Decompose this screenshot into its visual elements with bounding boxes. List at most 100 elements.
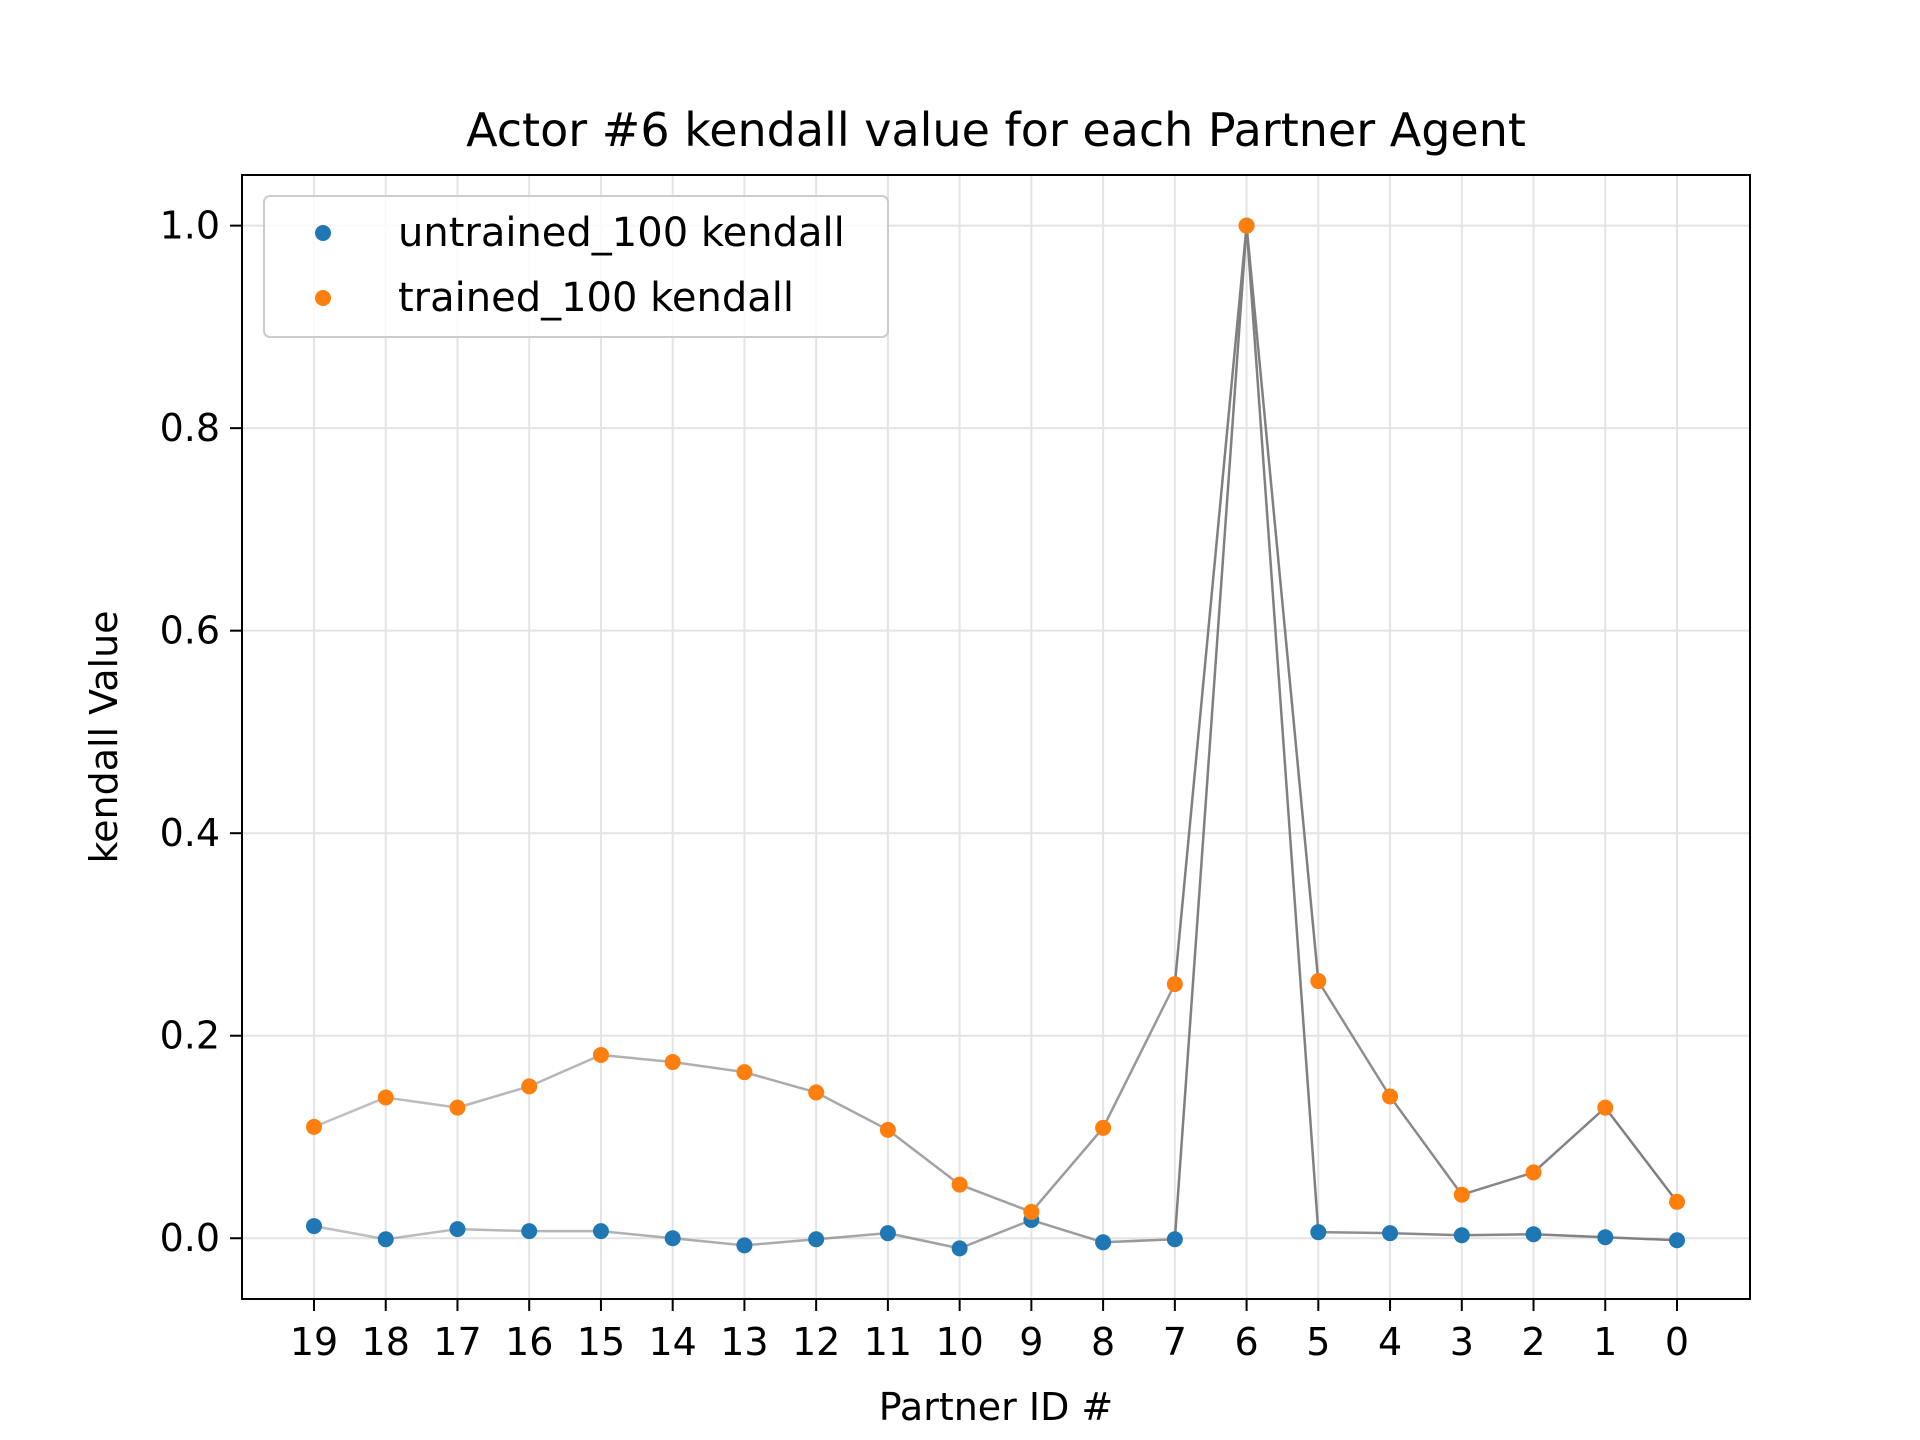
x-tick-label: 18	[362, 1320, 410, 1364]
data-point-untrained	[1597, 1229, 1614, 1246]
connector-segment	[1461, 1232, 1534, 1237]
connector-segment	[1604, 1106, 1678, 1203]
x-tick-label: 5	[1306, 1320, 1330, 1364]
data-point-trained	[1382, 1088, 1399, 1105]
data-point-untrained	[306, 1218, 322, 1235]
data-point-trained	[1238, 217, 1255, 234]
connector-segment	[385, 1227, 458, 1241]
x-tick-label: 0	[1665, 1320, 1689, 1364]
connector-segment	[1245, 225, 1320, 1233]
connector-segment	[457, 1085, 530, 1109]
connector-segment	[600, 1053, 673, 1064]
legend-label-untrained: untrained_100 kendall	[398, 210, 845, 256]
connector-segment	[1390, 1231, 1462, 1237]
x-axis-ticks: 19 18 17 16 15 14 13 12 11 10 9 8 7 6 5 4 3 2 1 0	[290, 1299, 1689, 1364]
data-point-trained	[1453, 1186, 1470, 1203]
data-point-untrained	[1525, 1226, 1542, 1243]
data-point-untrained	[951, 1240, 968, 1257]
x-tick-label: 16	[505, 1320, 553, 1364]
connector-segment	[959, 1183, 1032, 1214]
data-point-trained	[449, 1099, 466, 1116]
data-point-untrained	[736, 1237, 753, 1254]
x-tick-label: 12	[792, 1320, 840, 1364]
connector-segment	[1173, 225, 1248, 985]
data-point-untrained	[1310, 1224, 1327, 1241]
data-point-trained	[377, 1089, 394, 1106]
y-axis-ticks: 0.0 0.2 0.4 0.6 0.8 1.0	[160, 204, 242, 1260]
connector-segment	[672, 1060, 745, 1074]
x-tick-label: 17	[433, 1320, 481, 1364]
legend-marker-trained	[315, 290, 331, 306]
data-point-trained	[664, 1054, 681, 1071]
connector-segment	[528, 1053, 602, 1088]
connector-segment	[313, 1096, 387, 1129]
connector-segment	[816, 1231, 889, 1241]
x-tick-label: 7	[1163, 1320, 1187, 1364]
x-axis-label: Partner ID #	[879, 1385, 1114, 1429]
legend-box	[263, 195, 889, 338]
connector-segment	[1461, 1171, 1534, 1196]
data-point-trained	[1597, 1099, 1614, 1116]
grid-lines	[242, 175, 1750, 1299]
data-point-trained	[736, 1064, 753, 1081]
connector-segment	[815, 1091, 889, 1132]
y-tick-label: 1.0	[160, 204, 220, 248]
x-tick-label: 14	[649, 1320, 697, 1364]
y-tick-label: 0.6	[160, 609, 220, 653]
connector-segment	[672, 1236, 745, 1247]
data-point-trained	[1669, 1193, 1685, 1210]
connector-segment	[600, 1229, 673, 1240]
data-points	[306, 217, 1685, 1257]
connector-segment	[1532, 1106, 1607, 1174]
connector-segment	[1173, 225, 1248, 1240]
data-point-trained	[808, 1084, 825, 1101]
chart-title: Actor #6 kendall value for each Partner …	[466, 103, 1526, 157]
y-tick-label: 0.8	[160, 406, 220, 450]
y-tick-label: 0.2	[160, 1014, 220, 1058]
data-point-untrained	[1382, 1225, 1399, 1242]
x-tick-label: 10	[935, 1320, 983, 1364]
x-tick-label: 8	[1091, 1320, 1115, 1364]
data-point-trained	[306, 1118, 322, 1135]
connector-segment	[1317, 980, 1392, 1098]
x-tick-label: 4	[1378, 1320, 1402, 1364]
x-tick-label: 6	[1234, 1320, 1258, 1364]
data-point-trained	[951, 1176, 968, 1193]
connector-segment	[887, 1128, 961, 1186]
y-tick-label: 0.4	[160, 811, 220, 855]
data-point-trained	[521, 1078, 538, 1095]
data-point-untrained	[1095, 1234, 1112, 1251]
connector-segment	[1245, 225, 1320, 982]
data-point-untrained	[1669, 1232, 1685, 1249]
connector-segment	[744, 1238, 817, 1247]
connector-segment	[1389, 1095, 1463, 1196]
connector-segment	[887, 1231, 960, 1250]
connector-segment	[959, 1218, 1032, 1250]
data-point-untrained	[1453, 1227, 1470, 1244]
connector-segment	[385, 1096, 458, 1109]
data-point-untrained	[449, 1221, 466, 1238]
data-point-untrained	[664, 1230, 681, 1247]
connector-segment	[744, 1070, 817, 1094]
connector-segment	[457, 1227, 530, 1233]
data-point-trained	[1525, 1164, 1542, 1181]
connector-lines	[313, 225, 1678, 1250]
y-tick-label: 0.0	[160, 1216, 220, 1260]
data-point-trained	[879, 1121, 896, 1138]
connector-segment	[313, 1224, 386, 1241]
connector-segment	[1103, 1238, 1175, 1244]
legend-label-trained: trained_100 kendall	[398, 275, 794, 321]
data-point-untrained	[592, 1223, 609, 1240]
data-point-trained	[592, 1046, 609, 1063]
data-point-untrained	[521, 1223, 538, 1240]
connector-segment	[1030, 1127, 1105, 1213]
x-tick-label: 2	[1521, 1320, 1545, 1364]
legend-marker-untrained	[315, 225, 331, 241]
connector-segment	[1318, 1230, 1391, 1235]
data-point-untrained	[808, 1231, 825, 1248]
data-point-trained	[1095, 1119, 1112, 1136]
connector-segment	[1533, 1232, 1606, 1239]
data-point-untrained	[1166, 1231, 1183, 1248]
data-point-trained	[1310, 973, 1327, 990]
